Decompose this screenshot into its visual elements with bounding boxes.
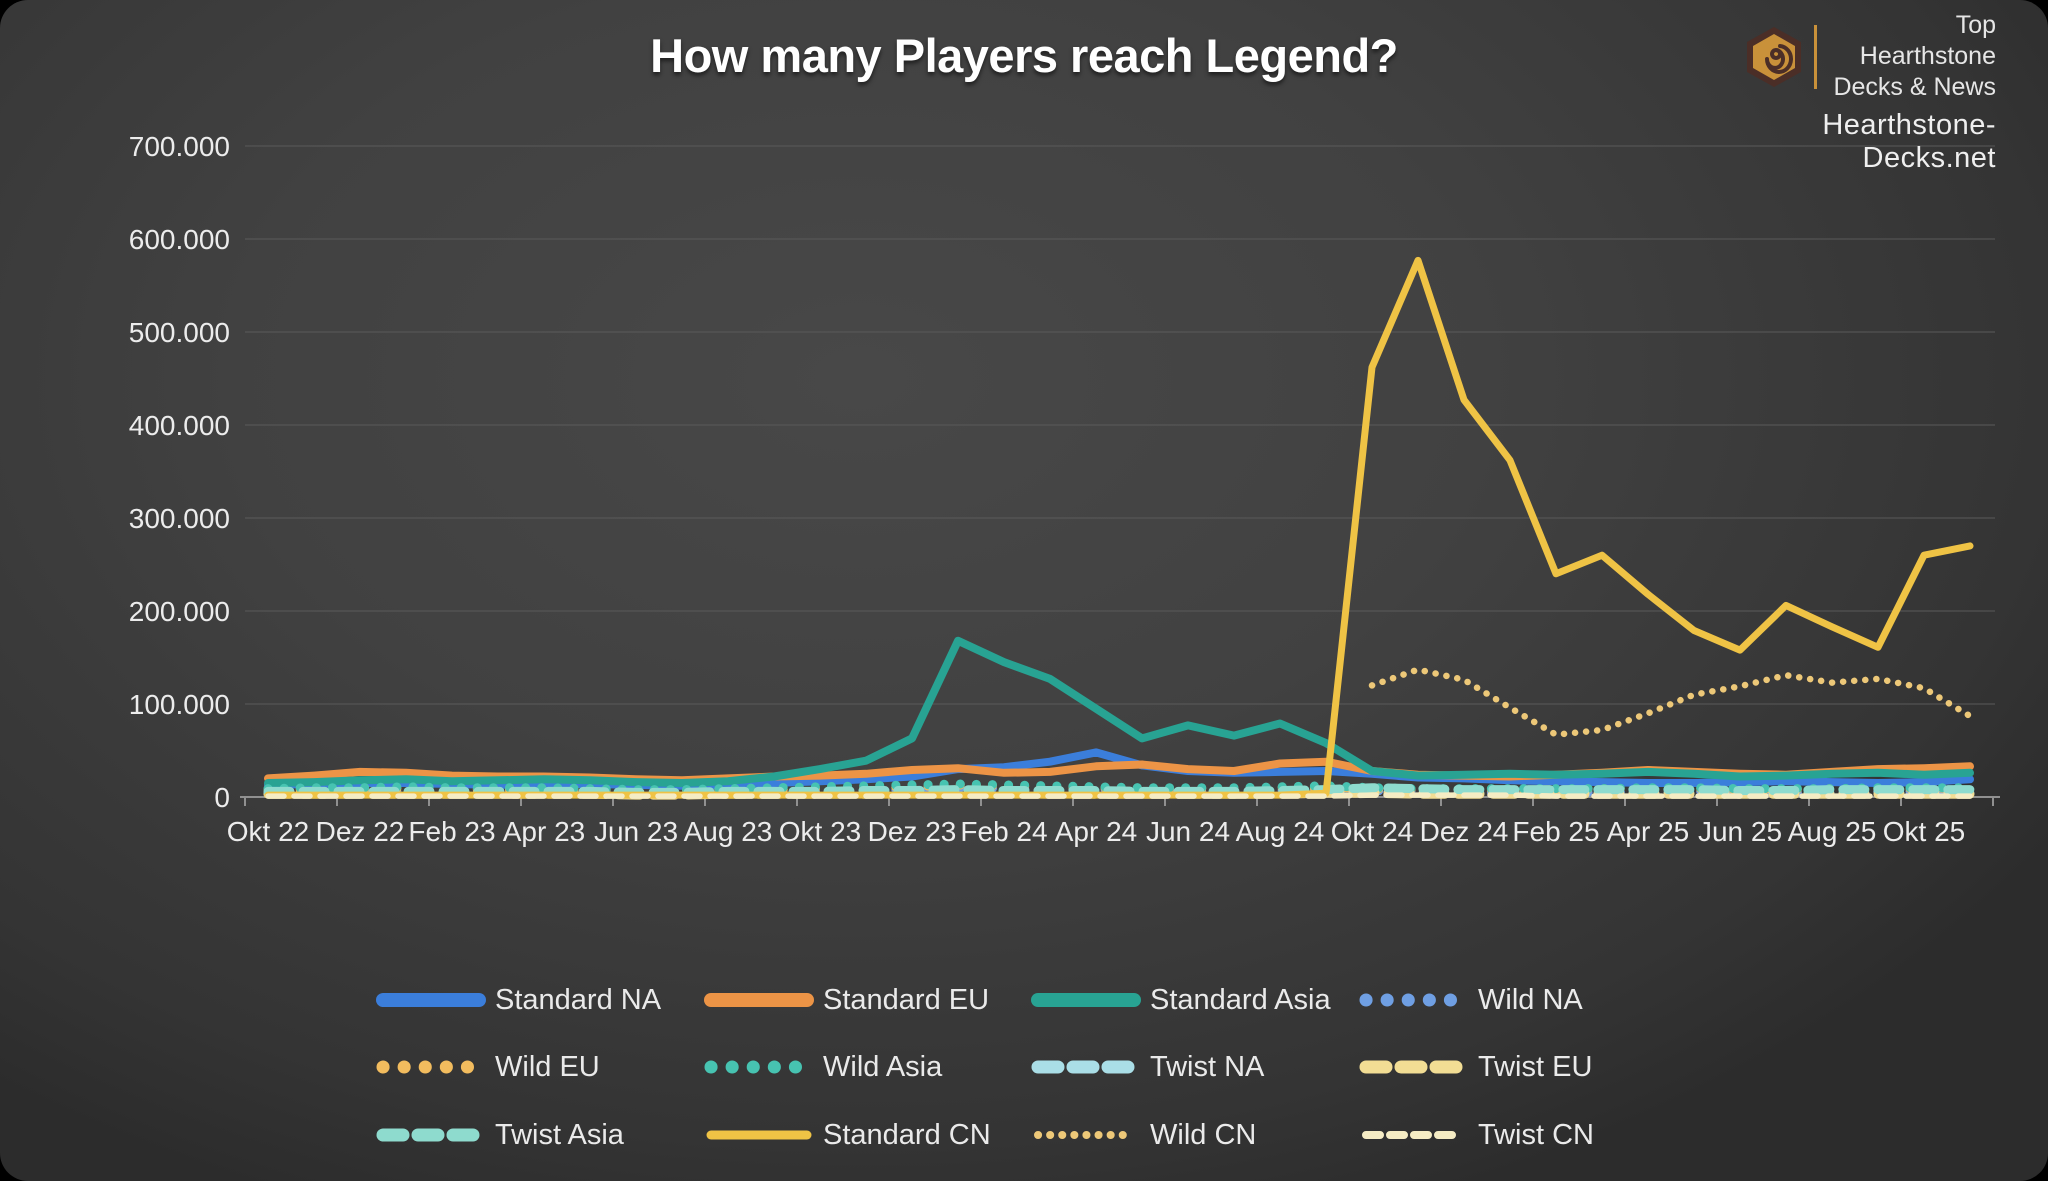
y-axis-label-200.000: 200.000: [129, 596, 230, 627]
y-axis-label-600.000: 600.000: [129, 224, 230, 255]
legend-swatch-standard-asia: [1031, 993, 1141, 1007]
legend-swatch-twist-cn: [1362, 1131, 1466, 1139]
legend-label-wild-cn: Wild CN: [1150, 1118, 1257, 1151]
legend-label-wild-na: Wild NA: [1478, 983, 1583, 1016]
brand-top-row: Top Hearthstone Decks & News: [1746, 10, 1996, 103]
legend-item-standard-eu: Standard EU: [703, 982, 989, 1018]
legend-swatch-wild-na: [1359, 993, 1469, 1007]
legend-swatch-wild-asia: [704, 1060, 814, 1074]
x-axis-label-Okt-24: Okt 24: [1331, 816, 1413, 847]
x-axis-label-Aug-25: Aug 25: [1788, 816, 1877, 847]
series-line-twist-cn: [265, 792, 1973, 799]
x-axis-label-Dez-22: Dez 22: [316, 816, 405, 847]
brand-line2: Decks & News: [1833, 73, 1996, 101]
legend-label-standard-eu: Standard EU: [823, 983, 990, 1016]
legend-label-wild-asia: Wild Asia: [823, 1050, 943, 1083]
legend-item-wild-na: Wild NA: [1358, 982, 1583, 1018]
y-axis-label-700.000: 700.000: [129, 131, 230, 162]
series-line-standard-asia: [264, 636, 1974, 787]
legend-label-standard-cn: Standard CN: [823, 1118, 991, 1151]
legend-item-twist-asia: Twist Asia: [375, 1117, 624, 1153]
brand-divider: [1814, 24, 1817, 89]
x-axis-label-Jun-25: Jun 25: [1698, 816, 1782, 847]
x-axis-label-Apr-25: Apr 25: [1607, 816, 1690, 847]
legend-item-twist-eu: Twist EU: [1358, 1049, 1592, 1085]
legend-item-standard-cn: Standard CN: [703, 1117, 991, 1153]
legend-label-twist-cn: Twist CN: [1478, 1118, 1594, 1151]
series-line-twist-asia: [263, 783, 1975, 797]
legend-label-wild-eu: Wild EU: [495, 1050, 600, 1083]
x-axis-label-Okt-25: Okt 25: [1883, 816, 1965, 847]
legend-label-twist-asia: Twist Asia: [495, 1118, 624, 1151]
series-line-standard-cn: [264, 256, 1974, 799]
legend-label-standard-asia: Standard Asia: [1150, 983, 1331, 1016]
legend-swatch-wild-eu: [376, 1060, 486, 1074]
y-axis-label-300.000: 300.000: [129, 503, 230, 534]
y-axis-label-0: 0: [214, 782, 230, 813]
x-axis-label-Feb-25: Feb 25: [1512, 816, 1599, 847]
legend-swatch-standard-eu: [704, 993, 814, 1007]
legend-item-twist-cn: Twist CN: [1358, 1117, 1594, 1153]
legend-item-twist-na: Twist NA: [1030, 1049, 1264, 1085]
line-chart: 0 100.000 200.000 300.000 400.000 500.000 600.…: [129, 131, 2000, 847]
legend-swatch-wild-cn: [1034, 1131, 1138, 1139]
legend-item-wild-cn: Wild CN: [1030, 1117, 1256, 1153]
legend-item-wild-asia: Wild Asia: [703, 1049, 942, 1085]
legend-label-standard-na: Standard NA: [495, 983, 662, 1016]
legend-swatch-standard-na: [376, 993, 486, 1007]
legend-label-twist-eu: Twist EU: [1478, 1050, 1593, 1083]
chart-title: How many Players reach Legend?: [650, 29, 1398, 82]
brand-line1: Top Hearthstone: [1859, 11, 1996, 70]
x-axis-label-Apr-24: Apr 24: [1055, 816, 1138, 847]
legend-swatch-twist-asia: [376, 1128, 486, 1142]
y-axis-label-100.000: 100.000: [129, 689, 230, 720]
legend-item-wild-eu: Wild EU: [375, 1049, 600, 1085]
series-line-standard-na: [264, 748, 1974, 790]
legend-label-twist-na: Twist NA: [1150, 1050, 1265, 1083]
x-axis-label-Dez-24: Dez 24: [1420, 816, 1509, 847]
x-axis-label-Aug-23: Aug 23: [684, 816, 773, 847]
x-axis-label-Apr-23: Apr 23: [503, 816, 586, 847]
x-axis-label-Feb-23: Feb 23: [408, 816, 495, 847]
series-line-wild-cn: [1368, 666, 1974, 738]
x-axis-label-Okt-22: Okt 22: [227, 816, 309, 847]
legend-swatch-standard-cn: [706, 1130, 812, 1140]
y-axis-label-400.000: 400.000: [129, 410, 230, 441]
x-axis-label-Jun-23: Jun 23: [594, 816, 678, 847]
x-axis-label-Aug-24: Aug 24: [1236, 816, 1325, 847]
x-axis-label-Feb-24: Feb 24: [960, 816, 1047, 847]
y-axis-label-500.000: 500.000: [129, 317, 230, 348]
brand-block: Top Hearthstone Decks & News Hearthstone…: [1746, 10, 1996, 175]
x-axis-label-Okt-23: Okt 23: [779, 816, 861, 847]
legend-swatch-twist-eu: [1359, 1060, 1469, 1074]
legend-swatch-twist-na: [1031, 1060, 1141, 1074]
hearthstone-hexagon-swirl-icon: [1747, 26, 1801, 87]
brand-site-url: Hearthstone-Decks.net: [1822, 109, 1996, 174]
x-axis-label-Dez-23: Dez 23: [868, 816, 957, 847]
brand-text: Top Hearthstone Decks & News: [1827, 10, 1996, 103]
x-axis-label-Jun-24: Jun 24: [1146, 816, 1230, 847]
legend-item-standard-asia: Standard Asia: [1030, 982, 1331, 1018]
legend-item-standard-na: Standard NA: [375, 982, 661, 1018]
